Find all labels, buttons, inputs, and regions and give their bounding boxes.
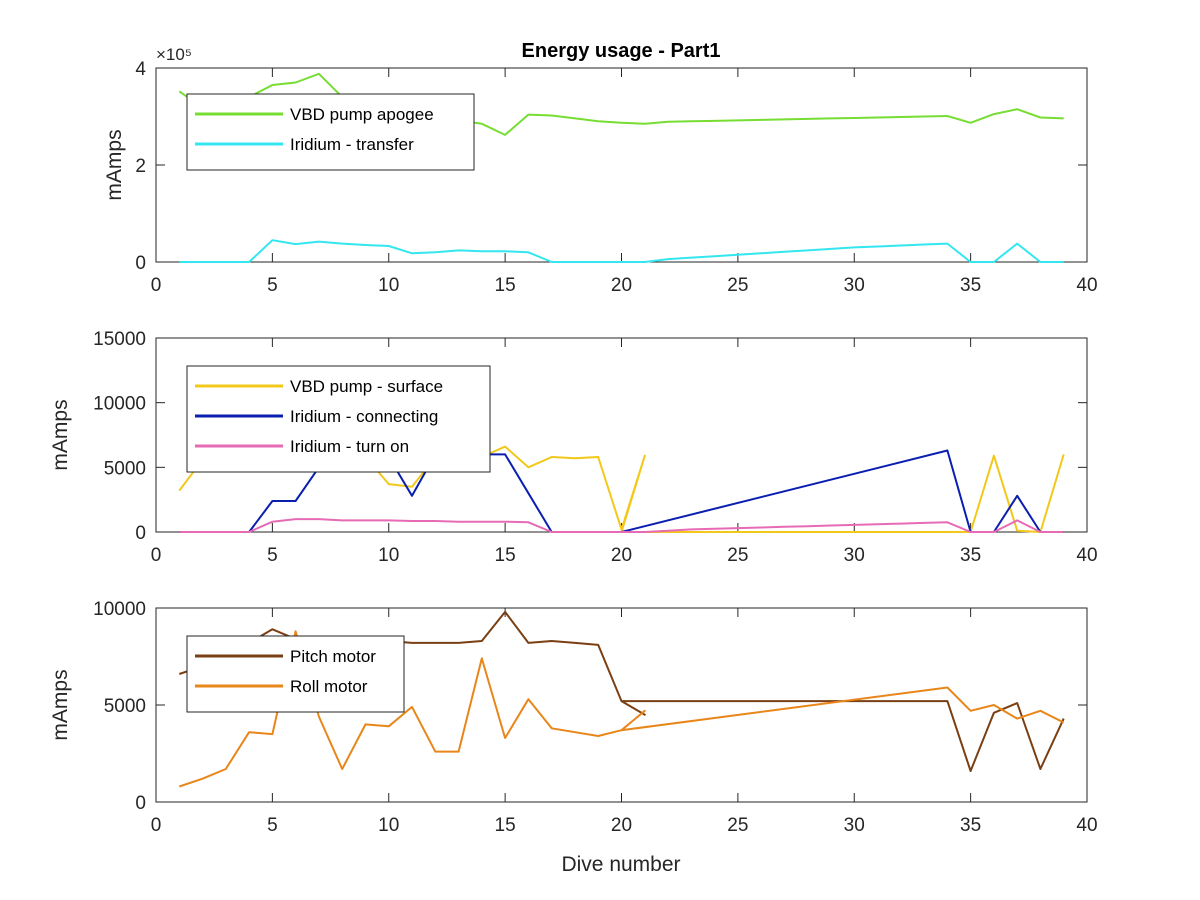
legend-entry: VBD pump apogee [290, 105, 434, 124]
x-tick-label: 35 [960, 815, 981, 836]
y-tick-label: 0 [135, 253, 146, 274]
x-tick-label: 25 [727, 815, 748, 836]
y-axis-label: mAmps [49, 669, 72, 740]
y-tick-label: 5000 [104, 458, 146, 479]
x-tick-label: 40 [1076, 275, 1097, 296]
x-tick-label: 20 [611, 815, 632, 836]
x-tick-label: 30 [844, 815, 865, 836]
x-tick-label: 15 [495, 545, 516, 566]
subplot-panels: 0 5 10 15 20 25 30 35 40 0 2 4 ×10⁵ mAmps VBD pump apo… [49, 45, 1098, 836]
x-tick-label: 25 [727, 275, 748, 296]
legend-entry: Iridium - transfer [290, 135, 414, 154]
series-line-iridium-turn-on [179, 518, 1064, 533]
legend-entry: Pitch motor [290, 647, 376, 666]
y-tick-label: 5000 [104, 696, 146, 717]
x-tick-label: 20 [611, 275, 632, 296]
y-tick-label: 0 [135, 793, 146, 814]
x-axis-label: Dive number [561, 853, 680, 876]
y-tick-label: 10000 [93, 599, 146, 620]
y-tick-label: 0 [135, 523, 146, 544]
legend-box [186, 635, 405, 713]
y-axis-exponent: ×10⁵ [156, 45, 192, 64]
y-tick-label: 4 [135, 59, 146, 80]
x-tick-label: 10 [378, 815, 399, 836]
subplot-1: 0 5 10 15 20 25 30 35 40 0 2 4 ×10⁵ mAmps VBD pump apo… [103, 45, 1098, 296]
series-line-iridium-transfer [179, 239, 1064, 263]
x-tick-label: 40 [1076, 545, 1097, 566]
legend-entry: Roll motor [290, 677, 368, 696]
legend-box [186, 365, 491, 473]
x-tick-label: 15 [495, 815, 516, 836]
x-tick-label: 5 [267, 815, 278, 836]
legend-box [186, 93, 475, 171]
x-tick-label: 25 [727, 545, 748, 566]
figure-title: Energy usage - Part1 [522, 40, 721, 62]
y-tick-label: 10000 [93, 394, 146, 415]
x-tick-label: 35 [960, 275, 981, 296]
x-tick-label: 35 [960, 545, 981, 566]
legend-entry: Iridium - turn on [290, 437, 409, 456]
x-tick-label: 30 [844, 275, 865, 296]
series-line-vbd-pump-apogee [178, 72, 1064, 136]
x-tick-label: 5 [267, 545, 278, 566]
x-tick-label: 0 [151, 545, 162, 566]
x-tick-label: 30 [844, 545, 865, 566]
legend-entry: Iridium - connecting [290, 407, 438, 426]
x-tick-label: 10 [378, 275, 399, 296]
subplot-3: 0 5 10 15 20 25 30 35 40 0 5000 10000 mAmps Pitch mot… [49, 599, 1098, 836]
x-tick-label: 40 [1076, 815, 1097, 836]
x-tick-label: 0 [151, 815, 162, 836]
x-tick-label: 15 [495, 275, 516, 296]
legend-entry: VBD pump - surface [290, 377, 443, 396]
x-tick-label: 20 [611, 545, 632, 566]
y-tick-label: 15000 [93, 329, 146, 350]
y-axis-label: mAmps [103, 129, 126, 200]
series-line-pitch-motor [178, 610, 1065, 772]
x-tick-label: 5 [267, 275, 278, 296]
subplot-2: 0 5 10 15 20 25 30 35 40 0 5000 10000 15000 mAmps VBD … [49, 329, 1098, 566]
x-tick-label: 10 [378, 545, 399, 566]
y-tick-label: 2 [135, 156, 146, 177]
y-axis-label: mAmps [49, 399, 72, 470]
x-tick-label: 0 [151, 275, 162, 296]
